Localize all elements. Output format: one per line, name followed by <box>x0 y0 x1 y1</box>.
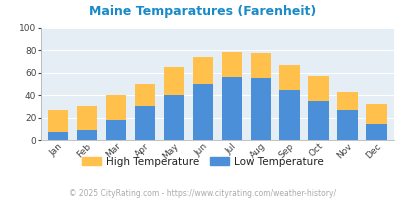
Bar <box>308 101 328 140</box>
Bar <box>134 106 155 140</box>
Bar <box>337 92 357 110</box>
Bar <box>250 53 270 78</box>
Bar <box>105 95 126 120</box>
Bar <box>365 104 386 124</box>
Bar <box>163 67 183 95</box>
Bar <box>105 120 126 140</box>
Bar <box>221 52 241 77</box>
Bar <box>250 78 270 140</box>
Bar <box>279 90 299 140</box>
Bar <box>337 110 357 140</box>
Legend: High Temperature, Low Temperature: High Temperature, Low Temperature <box>78 152 327 171</box>
Bar <box>365 124 386 140</box>
Bar <box>48 132 68 140</box>
Bar <box>134 84 155 106</box>
Bar <box>308 76 328 101</box>
Bar <box>48 110 68 132</box>
Bar <box>77 130 97 140</box>
Bar <box>279 65 299 90</box>
Bar <box>192 84 212 140</box>
Text: © 2025 CityRating.com - https://www.cityrating.com/weather-history/: © 2025 CityRating.com - https://www.city… <box>69 189 336 198</box>
Bar <box>77 106 97 130</box>
Text: Maine Temparatures (Farenheit): Maine Temparatures (Farenheit) <box>89 5 316 18</box>
Bar <box>221 77 241 140</box>
Bar <box>163 95 183 140</box>
Bar <box>192 57 212 84</box>
